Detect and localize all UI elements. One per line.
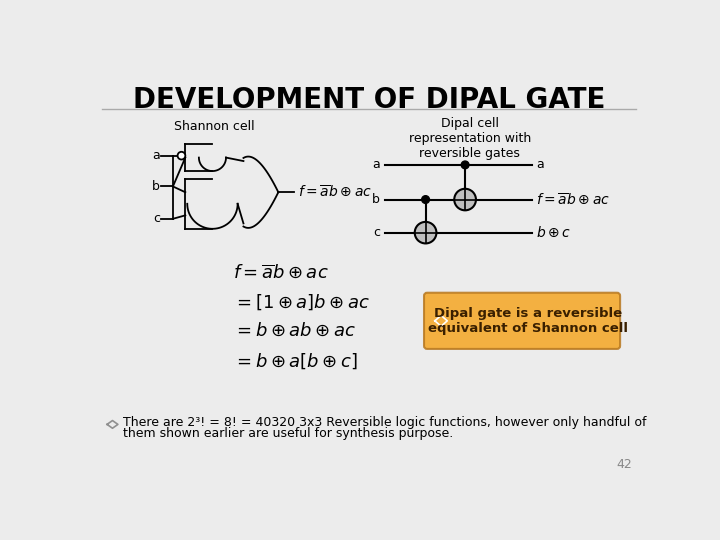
Circle shape [422,195,429,204]
Text: a: a [536,158,544,171]
Text: DEVELOPMENT OF DIPAL GATE: DEVELOPMENT OF DIPAL GATE [132,86,606,114]
Text: c: c [153,212,160,225]
Text: $b \oplus c$: $b \oplus c$ [536,226,572,240]
Text: $= [1 \oplus a]b \oplus ac$: $= [1 \oplus a]b \oplus ac$ [233,293,370,312]
Text: $= b \oplus ab \oplus ac$: $= b \oplus ab \oplus ac$ [233,322,356,340]
Text: $f =\overline{a}b \oplus ac$: $f =\overline{a}b \oplus ac$ [536,192,611,207]
FancyBboxPatch shape [424,293,620,349]
Text: a: a [372,158,380,171]
Circle shape [178,152,185,159]
Text: b: b [152,180,160,193]
Circle shape [454,189,476,211]
Circle shape [415,222,436,244]
Text: 42: 42 [617,458,632,471]
Circle shape [462,161,469,169]
Text: a: a [152,149,160,162]
Text: b: b [372,193,380,206]
Text: Dipal gate is a reversible
equivalent of Shannon cell: Dipal gate is a reversible equivalent of… [428,307,629,335]
Text: $= b \oplus a[b \oplus c]$: $= b \oplus a[b \oplus c]$ [233,351,358,371]
Text: Shannon cell: Shannon cell [174,120,254,133]
Text: $f = \overline{a}b \oplus ac$: $f = \overline{a}b \oplus ac$ [233,264,329,281]
Text: $f =\overline{a}b \oplus ac$: $f =\overline{a}b \oplus ac$ [297,185,372,200]
Text: Dipal cell
representation with
reversible gates: Dipal cell representation with reversibl… [409,117,531,160]
Text: c: c [373,226,380,239]
Text: them shown earlier are useful for synthesis purpose.: them shown earlier are useful for synthe… [122,427,453,440]
Text: There are 2³! = 8! = 40320 3x3 Reversible logic functions, however only handful : There are 2³! = 8! = 40320 3x3 Reversibl… [122,416,646,429]
